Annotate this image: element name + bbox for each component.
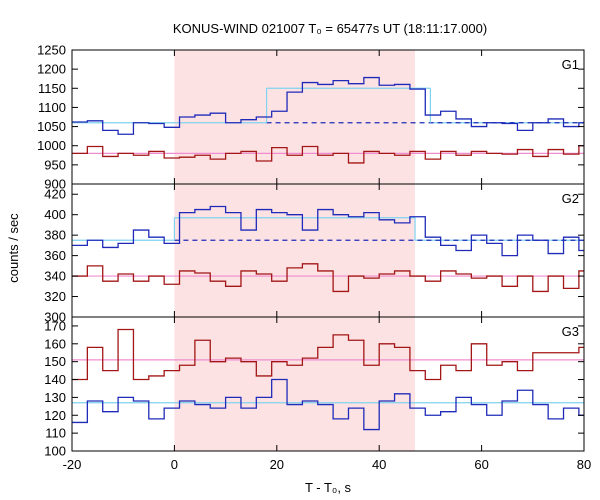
y-tick-label-G2: 320 [44, 289, 66, 304]
y-tick-label-G3: 160 [44, 336, 66, 351]
y-tick-label-G3: 100 [44, 444, 66, 459]
panel-label-G1: G1 [562, 57, 579, 72]
x-tick-label: 40 [372, 457, 386, 472]
panel-label-G2: G2 [562, 191, 579, 206]
shaded-interval-G1 [174, 50, 416, 184]
y-tick-label-G3: 170 [44, 318, 66, 333]
y-tick-label-G3: 110 [45, 426, 66, 441]
y-tick-label-G2: 300 [44, 310, 66, 325]
x-axis-label: T - T₀, s [305, 480, 352, 495]
y-tick-label-G1: 1150 [38, 81, 66, 96]
y-axis-label: counts / sec [6, 213, 21, 283]
x-tick-label: 60 [474, 457, 488, 472]
y-tick-label-G1: 1000 [37, 138, 66, 153]
shaded-interval-G3 [174, 317, 416, 451]
chart-title: KONUS-WIND 021007 T₀ = 65477s UT (18:11:… [173, 21, 487, 36]
y-tick-label-G3: 120 [44, 408, 66, 423]
series-upper-G3 [72, 378, 584, 431]
y-tick-label-G2: 360 [44, 248, 66, 263]
x-tick-label: 20 [270, 457, 284, 472]
x-tick-label: 0 [171, 457, 178, 472]
panels: 900950100010501100115012001250G130032034… [37, 43, 591, 473]
y-tick-label-G1: 900 [44, 177, 66, 192]
series-lower-G2 [72, 263, 584, 293]
y-tick-label-G1: 1250 [37, 43, 66, 58]
shaded-interval-G2 [174, 184, 416, 317]
y-tick-label-G3: 130 [44, 390, 66, 405]
y-tick-label-G3: 140 [44, 372, 66, 387]
y-tick-label-G2: 340 [44, 269, 66, 284]
y-tick-label-G1: 1200 [37, 62, 66, 77]
panel-label-G3: G3 [562, 324, 579, 339]
series-upper-G2 [72, 205, 584, 257]
y-tick-label-G1: 1050 [37, 119, 66, 134]
y-tick-label-G2: 380 [44, 228, 66, 243]
y-tick-label-G2: 420 [44, 187, 66, 202]
y-tick-label-G1: 1100 [38, 100, 66, 115]
x-tick-label: 80 [577, 457, 591, 472]
series-upper-G1 [72, 76, 584, 135]
series-lower-G3 [72, 328, 584, 381]
y-tick-label-G2: 400 [44, 207, 66, 222]
x-tick-label: -20 [63, 457, 82, 472]
y-tick-label-G3: 150 [44, 354, 66, 369]
y-tick-label-G1: 950 [44, 157, 66, 172]
panel-frame-G3 [71, 316, 585, 452]
series-lower-G1 [72, 145, 584, 164]
